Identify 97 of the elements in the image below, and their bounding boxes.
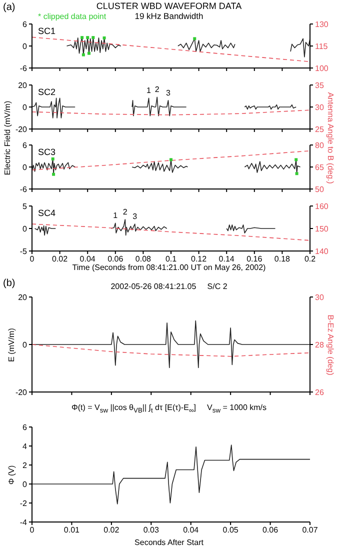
x-tick-label: 0.02	[104, 526, 120, 535]
point	[86, 36, 90, 40]
annotation: SC2	[38, 87, 56, 97]
y2-tick-label: 35	[315, 80, 324, 90]
chart-title: Φ(t) = V$_{sw}$ ||cos θ$_{VB}$|| ∫$_{t}$ dτ [E(τ)-E$_{∞}$] V$_{sw}$ = 1000 km/s	[71, 403, 267, 415]
annotation: SC4	[38, 208, 56, 218]
point	[102, 36, 106, 40]
y-tick-label: -20	[15, 388, 28, 397]
line-series	[32, 150, 310, 170]
y2-tick-label: 25	[315, 124, 324, 134]
chart-title: 2002-05-26 08:41:21.05 S/C 2	[110, 282, 228, 291]
annotation: 1	[113, 211, 118, 220]
annotation: 2	[154, 85, 160, 94]
y-tick-label: 20	[18, 80, 28, 90]
y-tick-label: -20	[15, 124, 28, 134]
point	[92, 36, 95, 40]
y-tick-label: 6	[22, 20, 28, 29]
x-tick-label: 0.12	[191, 254, 208, 264]
point	[193, 37, 196, 40]
y2-tick-label: 50	[315, 184, 324, 194]
chart-title: CLUSTER WBD WAVEFORM DATA	[96, 1, 242, 11]
annotation: SC1	[38, 26, 56, 36]
x-tick-label: 0.06	[108, 254, 124, 264]
y-tick-label: 5	[22, 202, 28, 211]
x-tick-label: 0.01	[64, 526, 80, 535]
y-tick-label: 0	[22, 102, 28, 112]
y2-tick-label: 65	[315, 162, 324, 172]
y-tick-label: -6	[20, 184, 28, 194]
x-tick-label: 0.16	[246, 254, 263, 264]
annotation: SC3	[38, 147, 56, 157]
y2-tick-label: 80	[315, 140, 324, 150]
y-axis-title: Electric Field (mV/m)	[3, 100, 13, 176]
text: (a)	[3, 2, 16, 13]
y-tick-label: 0	[22, 480, 28, 489]
point	[82, 53, 85, 56]
y2-axis-title: Antenna Angle to B (deg.)	[325, 92, 335, 184]
x-tick-label: 0.14	[218, 254, 235, 264]
x-axis-title: Time (Seconds from 08:41:21.00 UT on May 26, 2002)	[71, 263, 267, 273]
point	[52, 172, 56, 176]
y-tick-label: -5	[20, 246, 28, 256]
y2-tick-label: 100	[315, 64, 329, 73]
line-series	[32, 444, 310, 504]
annotation: 3	[132, 212, 138, 221]
y2-tick-label: 30	[315, 292, 324, 302]
annotation: 1	[146, 86, 152, 96]
line-series	[32, 320, 310, 368]
x-tick-label: 0.05	[222, 526, 239, 535]
point	[87, 52, 90, 55]
x-tick-label: 0	[30, 526, 35, 535]
text: (b)	[3, 278, 16, 289]
point	[295, 172, 298, 176]
point	[51, 157, 54, 160]
y-tick-label: 0	[22, 224, 28, 234]
y-axis-title: Φ (V)	[7, 464, 17, 484]
y2-tick-label: 130	[315, 20, 329, 29]
line-series	[32, 344, 310, 357]
point	[80, 36, 84, 40]
x-tick-label: 0.03	[143, 526, 160, 535]
y-axis-title: E (mV/m)	[7, 328, 17, 362]
annotation: 3	[166, 88, 171, 98]
y2-tick-label: 140	[315, 246, 329, 256]
y-tick-label: 6	[22, 422, 28, 432]
y-tick-label: 4	[22, 442, 28, 451]
y2-tick-label: 26	[315, 388, 324, 397]
x-tick-label: 0.1	[165, 254, 178, 264]
x-tick-label: 0.07	[302, 526, 318, 535]
y2-tick-label: 160	[315, 202, 329, 211]
chart-subtitle: 19 kHz Bandwidth	[134, 11, 204, 21]
y2-tick-label: 30	[315, 102, 324, 112]
x-tick-label: 0.08	[135, 254, 152, 264]
y2-tick-label: 28	[315, 340, 324, 350]
y2-tick-label: 115	[315, 42, 328, 51]
x-tick-label: 0.04	[183, 526, 200, 535]
y-tick-label: -2	[20, 498, 28, 508]
x-tick-label: 0.2	[304, 254, 316, 264]
x-tick-label: 0.02	[52, 254, 68, 264]
x-tick-label: 0.18	[274, 254, 291, 264]
y-tick-label: 6	[22, 140, 28, 150]
x-axis-title: Seconds After Start	[134, 538, 204, 548]
x-tick-label: 0	[30, 254, 35, 264]
y-tick-label: 0	[22, 42, 28, 51]
y-tick-label: -6	[20, 64, 28, 73]
y-tick-label: 20	[18, 292, 28, 302]
y2-tick-label: 150	[315, 224, 329, 234]
y2-axis-title: B-Ez Angle (deg)	[325, 314, 335, 375]
annotation: 2	[122, 208, 128, 216]
x-tick-label: 0.06	[262, 526, 279, 535]
point	[170, 158, 172, 162]
line-series	[32, 36, 310, 62]
x-tick-label: 0.04	[80, 254, 96, 264]
y-tick-label: 0	[22, 162, 28, 172]
line-series	[32, 224, 310, 241]
point	[294, 158, 298, 162]
y-tick-label: 0	[22, 340, 28, 350]
y-tick-label: -4	[20, 518, 28, 527]
series-label: * clipped data point	[38, 12, 106, 22]
y-tick-label: 2	[22, 460, 28, 470]
